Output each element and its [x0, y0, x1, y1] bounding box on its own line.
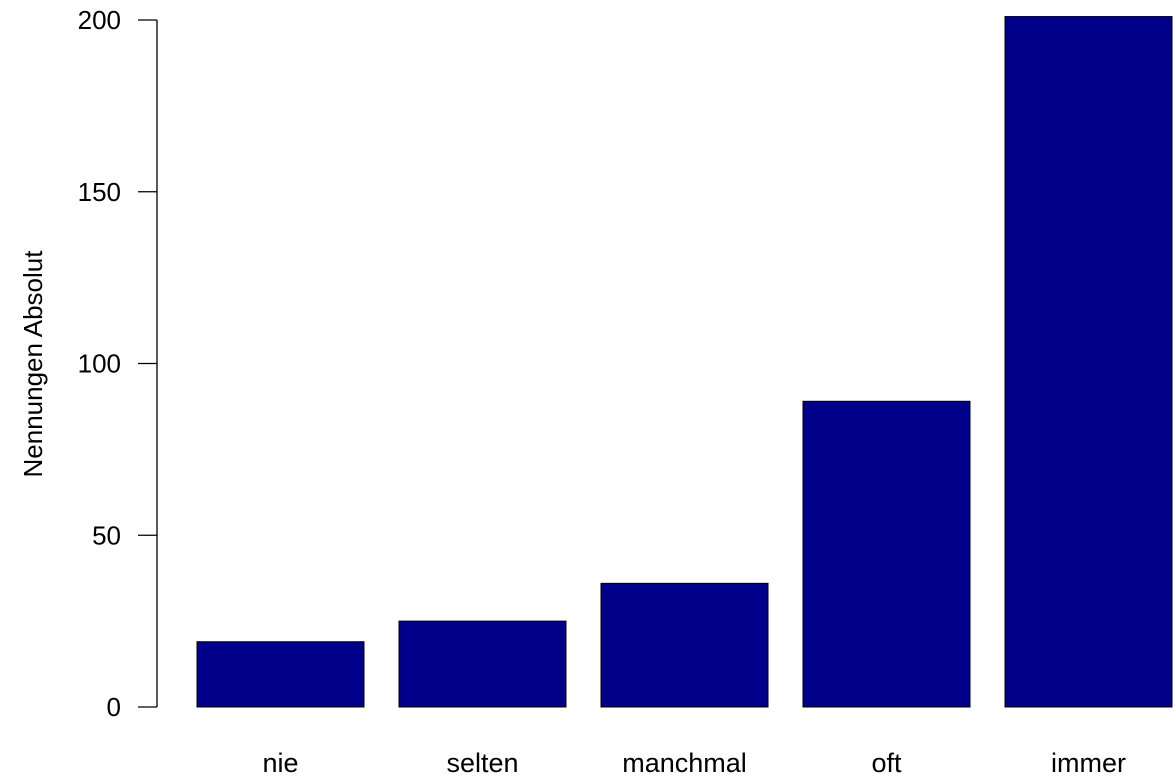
y-axis-title: Nennungen Absolut: [18, 250, 48, 478]
y-axis: 0 50 100 150 200: [78, 5, 158, 722]
bar-manchmal: [600, 582, 769, 708]
y-tick-label: 50: [92, 520, 121, 550]
x-category-label: oft: [871, 748, 902, 777]
x-category-label: nie: [262, 748, 298, 777]
x-category-label: immer: [1051, 748, 1126, 777]
x-category-label: manchmal: [622, 748, 747, 777]
y-tick-label: 200: [78, 5, 121, 35]
bar-immer: [1004, 16, 1173, 708]
x-category-label: selten: [446, 748, 518, 777]
bar-nie: [196, 641, 365, 708]
y-tick-label: 150: [78, 177, 121, 207]
x-axis-labels: nie selten manchmal oft immer: [262, 748, 1126, 777]
bar-oft: [802, 400, 971, 708]
bars: [196, 16, 1173, 708]
y-tick-label: 0: [107, 692, 121, 722]
bar-selten: [398, 620, 567, 708]
y-tick-label: 100: [78, 349, 121, 379]
